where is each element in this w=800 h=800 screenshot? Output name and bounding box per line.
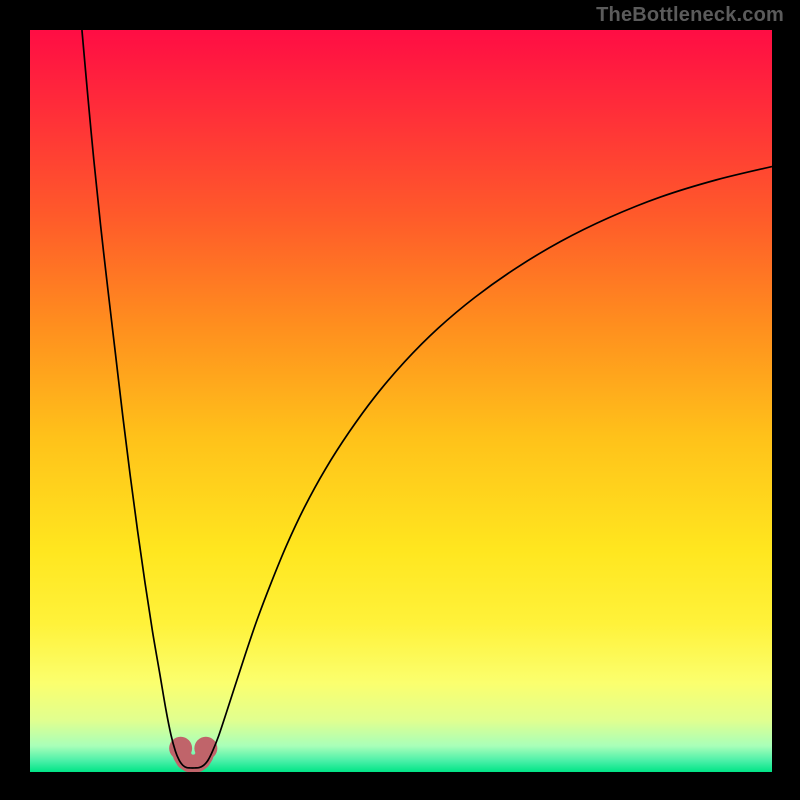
chart-container: TheBottleneck.com — [0, 0, 800, 800]
bottleneck-curve-chart — [0, 0, 800, 800]
watermark-text: TheBottleneck.com — [596, 4, 784, 27]
plot-gradient-background — [30, 30, 772, 772]
